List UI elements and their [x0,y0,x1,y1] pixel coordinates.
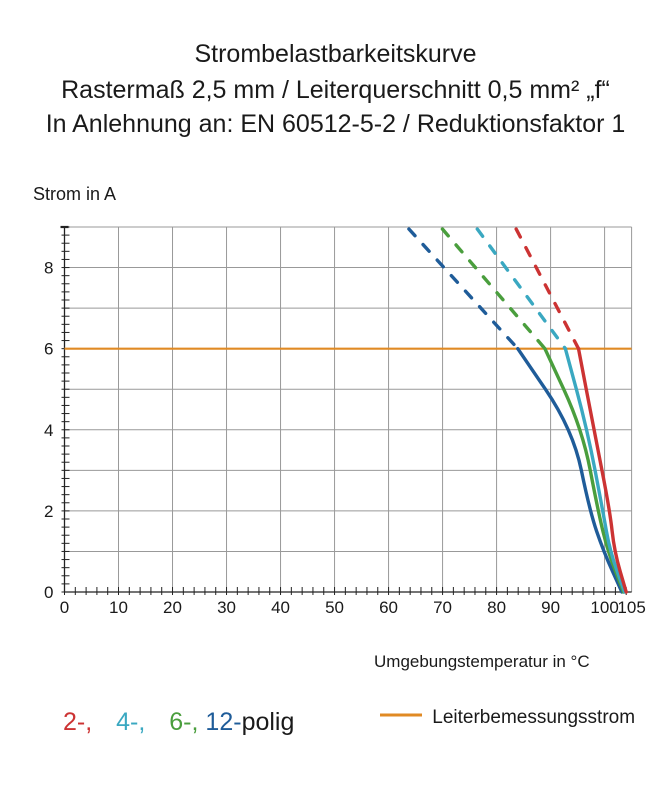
svg-text:70: 70 [433,598,452,617]
svg-text:40: 40 [271,598,290,617]
svg-text:105: 105 [617,598,645,617]
svg-text:10: 10 [109,598,128,617]
svg-text:4: 4 [44,421,53,440]
svg-text:6: 6 [44,340,53,359]
svg-text:50: 50 [325,598,344,617]
svg-text:20: 20 [163,598,182,617]
svg-text:2: 2 [44,502,53,521]
svg-text:100: 100 [590,598,618,617]
svg-text:0: 0 [60,598,69,617]
svg-text:60: 60 [379,598,398,617]
svg-text:80: 80 [487,598,506,617]
svg-text:0: 0 [44,583,53,602]
svg-text:90: 90 [541,598,560,617]
svg-text:8: 8 [44,259,53,278]
svg-text:30: 30 [217,598,236,617]
